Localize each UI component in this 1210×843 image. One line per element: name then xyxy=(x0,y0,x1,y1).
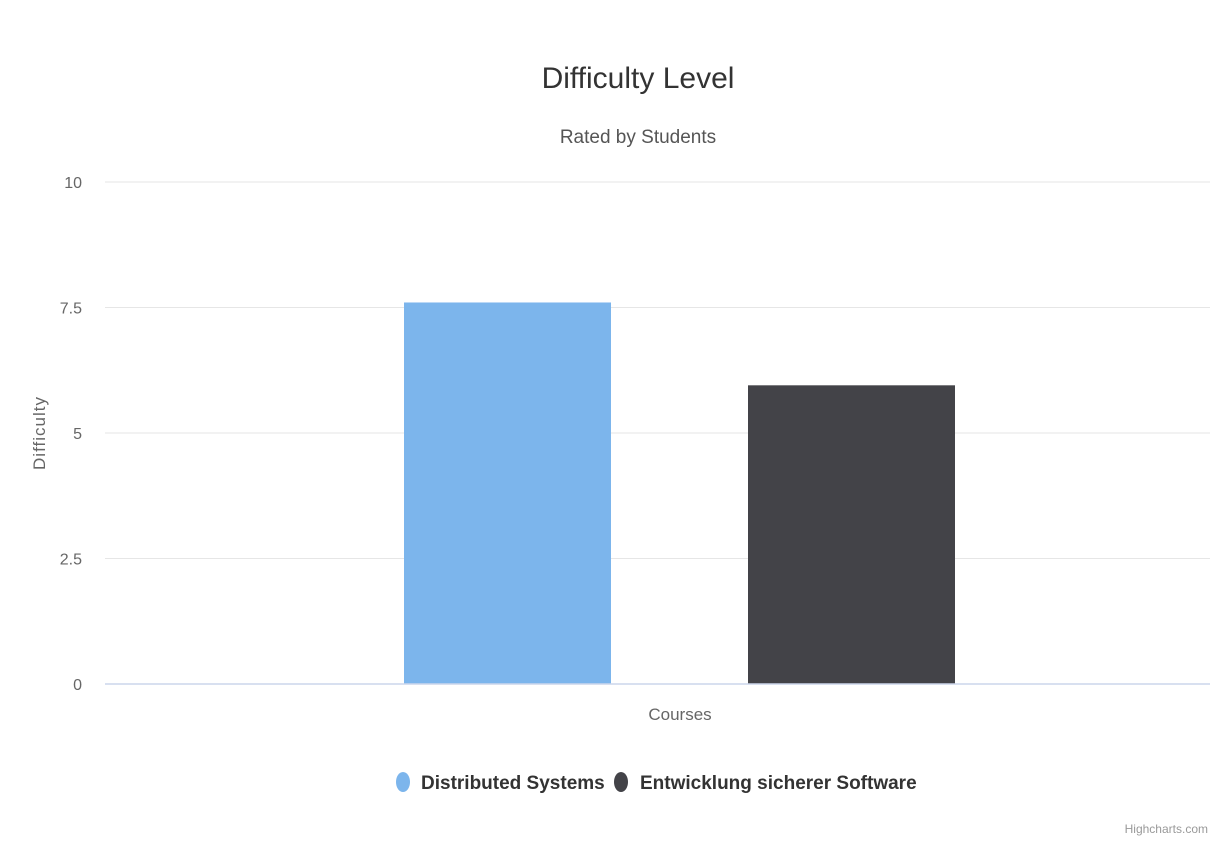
gridlines xyxy=(105,181,1210,559)
y-axis-ticks: 0 2.5 5 7.5 10 xyxy=(60,175,82,694)
y-tick-label: 0 xyxy=(73,677,82,694)
y-axis-title: Difficulty xyxy=(30,396,49,470)
legend: Distributed Systems Entwicklung sicherer … xyxy=(396,772,917,794)
legend-marker xyxy=(396,772,410,792)
chart-subtitle: Rated by Students xyxy=(560,127,716,148)
y-tick-label: 10 xyxy=(64,175,82,192)
chart-title: Difficulty Level xyxy=(542,62,735,95)
bar[interactable] xyxy=(748,385,955,684)
bar[interactable] xyxy=(404,302,611,684)
y-tick-label: 5 xyxy=(73,426,82,443)
x-axis-title: Courses xyxy=(648,705,711,724)
legend-label: Distributed Systems xyxy=(421,773,605,794)
credits[interactable]: Highcharts.com xyxy=(1125,822,1208,836)
y-tick-label: 7.5 xyxy=(60,301,82,318)
legend-item[interactable]: Distributed Systems xyxy=(396,772,605,794)
legend-marker xyxy=(614,772,628,792)
bars xyxy=(404,302,955,684)
legend-item[interactable]: Entwicklung sicherer Software xyxy=(614,772,917,794)
y-tick-label: 2.5 xyxy=(60,552,82,569)
legend-label: Entwicklung sicherer Software xyxy=(640,773,917,794)
